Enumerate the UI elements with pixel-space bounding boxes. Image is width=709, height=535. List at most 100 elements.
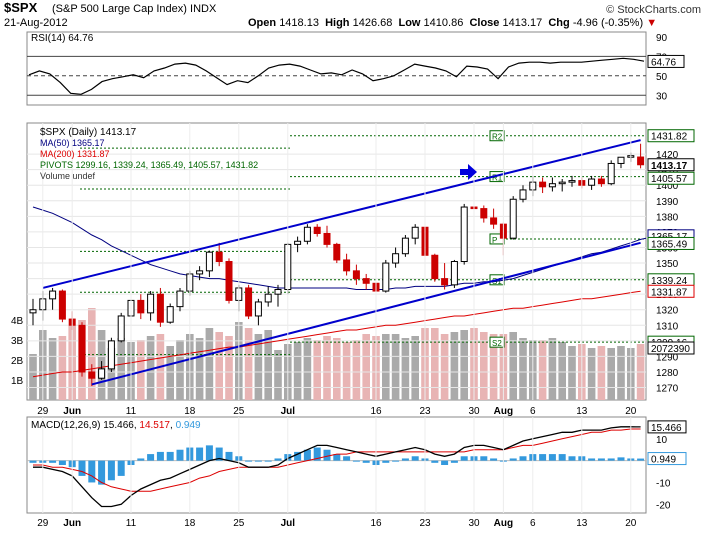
price-tick-label: 1420	[656, 150, 679, 161]
candle	[597, 175, 605, 187]
high-value: 1426.68	[352, 17, 393, 29]
candle	[264, 286, 272, 307]
volume-bar	[607, 348, 615, 400]
candle-body	[225, 261, 233, 301]
price-value-label: 1431.82	[647, 129, 695, 143]
candle-body	[117, 315, 125, 342]
x-tick-label-bottom: 23	[419, 518, 431, 529]
macd-histogram-bar	[274, 458, 282, 461]
candle-body	[568, 180, 576, 183]
macd-signal-line	[33, 428, 641, 492]
candle	[58, 289, 66, 323]
candle-body	[509, 198, 517, 239]
candle	[156, 287, 164, 327]
volume-legend: Volume undef	[40, 171, 96, 181]
price-tick-label: 1270	[656, 384, 679, 395]
candle	[490, 208, 498, 229]
rsi-tick-label: 50	[656, 72, 668, 83]
candle	[88, 364, 96, 386]
rsi-last-value: 64.76	[647, 54, 685, 68]
candle	[401, 235, 409, 257]
volume-bar	[303, 338, 312, 400]
candle	[98, 361, 106, 380]
candle	[343, 253, 351, 276]
candle	[107, 337, 115, 372]
x-tick-label-bottom: 20	[625, 518, 637, 529]
price-value-label: 1365.49	[647, 236, 695, 250]
pivot-label-text: S2	[492, 339, 502, 348]
candle	[352, 264, 360, 285]
pivot-label: P	[489, 233, 505, 245]
x-tick-label: 30	[468, 406, 480, 417]
candle-body	[294, 240, 302, 245]
x-tick-label: 23	[419, 406, 431, 417]
macd-histogram-bar	[597, 458, 605, 461]
candle	[382, 259, 390, 293]
x-tick-label: 29	[37, 406, 49, 417]
volume-tick-label: 3B	[11, 336, 24, 347]
candle	[176, 287, 184, 312]
price-value-text: 1405.57	[651, 174, 688, 185]
price-tick-label: 1290	[656, 352, 679, 363]
candle-body	[196, 270, 204, 275]
volume-bar	[107, 348, 116, 400]
close-value: 1413.17	[502, 17, 543, 29]
candle-body	[29, 309, 37, 314]
pivot-label: S2	[489, 336, 505, 348]
candle-body	[588, 178, 596, 186]
x-tick-label: 6	[530, 406, 536, 417]
price-value-box	[647, 158, 695, 172]
index-full-name: (S&P 500 Large Cap Index)	[52, 3, 187, 15]
price-tick-label: 1390	[656, 197, 679, 208]
low-value: 1410.86	[423, 17, 464, 29]
price-value-text: 1413.17	[651, 161, 688, 172]
candle	[78, 322, 86, 377]
macd-tick-label: 10	[656, 435, 668, 446]
volume-tick-label: 1B	[11, 376, 24, 387]
price-value-text: 1339.24	[651, 276, 688, 287]
candle	[362, 273, 370, 290]
volume-bar	[323, 336, 331, 400]
volume-bar	[352, 340, 361, 400]
x-axis-layer: 29 29 Jun Jun 11 11 18 18 25 25 Jul Jul 16 16 23 23 30 30…	[37, 123, 637, 529]
macd-histogram-bar	[205, 445, 213, 461]
rsi-legend: RSI(14) 64.76	[31, 33, 94, 44]
candle-body	[323, 232, 331, 245]
candle	[411, 224, 419, 245]
low-label: Low	[398, 17, 421, 29]
x-tick-label: Jul	[281, 406, 296, 417]
macd-histogram-bar	[196, 447, 204, 461]
candle	[49, 287, 57, 310]
volume-bar	[391, 334, 400, 400]
price-tick-label: 1310	[656, 321, 679, 332]
rsi-tick-label: 90	[656, 33, 668, 44]
candle-body	[637, 156, 645, 166]
macd-histogram-bar	[117, 460, 125, 476]
candle	[450, 259, 458, 288]
pivot-label-box	[489, 233, 505, 245]
price-value-text: 1365.49	[651, 239, 688, 250]
volume-tick-label: 4B	[11, 316, 24, 327]
open-value: 1418.13	[279, 17, 319, 29]
macd-histogram-bar	[588, 458, 596, 461]
pivot-label: R2	[489, 130, 505, 142]
macd-tick-label: -10	[656, 478, 671, 489]
x-tick-label-bottom: Aug	[494, 518, 513, 529]
candle	[509, 196, 517, 240]
macd-histogram-bar	[156, 451, 164, 461]
high-label: High	[325, 17, 350, 29]
macd-histogram-bar	[382, 460, 390, 463]
candle-body	[607, 162, 615, 185]
macd-histogram-bar	[617, 457, 625, 461]
macd-histogram-bar	[558, 454, 566, 461]
volume-bar	[519, 338, 527, 400]
candle-body	[166, 306, 174, 323]
candle	[215, 242, 223, 267]
volume-bar	[274, 350, 282, 400]
candle	[568, 175, 576, 187]
volume-bar	[480, 332, 488, 400]
volume-bar	[254, 334, 263, 400]
candle	[617, 156, 625, 169]
candle	[313, 224, 321, 237]
